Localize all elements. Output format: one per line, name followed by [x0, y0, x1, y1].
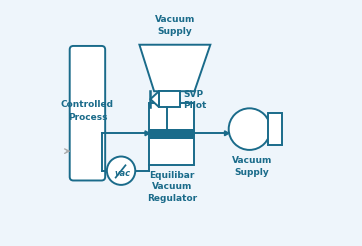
Text: vac: vac	[114, 169, 130, 178]
Circle shape	[229, 108, 270, 150]
Bar	[159, 91, 180, 107]
Text: Equilibar
Vacuum
Regulator: Equilibar Vacuum Regulator	[147, 171, 197, 203]
Text: Vacuum
Supply: Vacuum Supply	[155, 15, 195, 36]
Polygon shape	[224, 131, 229, 136]
Circle shape	[107, 156, 135, 185]
Bar	[149, 103, 194, 165]
Text: SVP
Pilot: SVP Pilot	[183, 90, 206, 110]
Text: Controlled
Process: Controlled Process	[61, 100, 114, 122]
FancyBboxPatch shape	[70, 46, 105, 181]
Bar	[149, 129, 194, 139]
Text: Vacuum
Supply: Vacuum Supply	[232, 156, 272, 177]
Polygon shape	[139, 45, 210, 91]
Polygon shape	[151, 91, 159, 107]
Polygon shape	[145, 131, 150, 136]
Bar	[268, 113, 282, 145]
